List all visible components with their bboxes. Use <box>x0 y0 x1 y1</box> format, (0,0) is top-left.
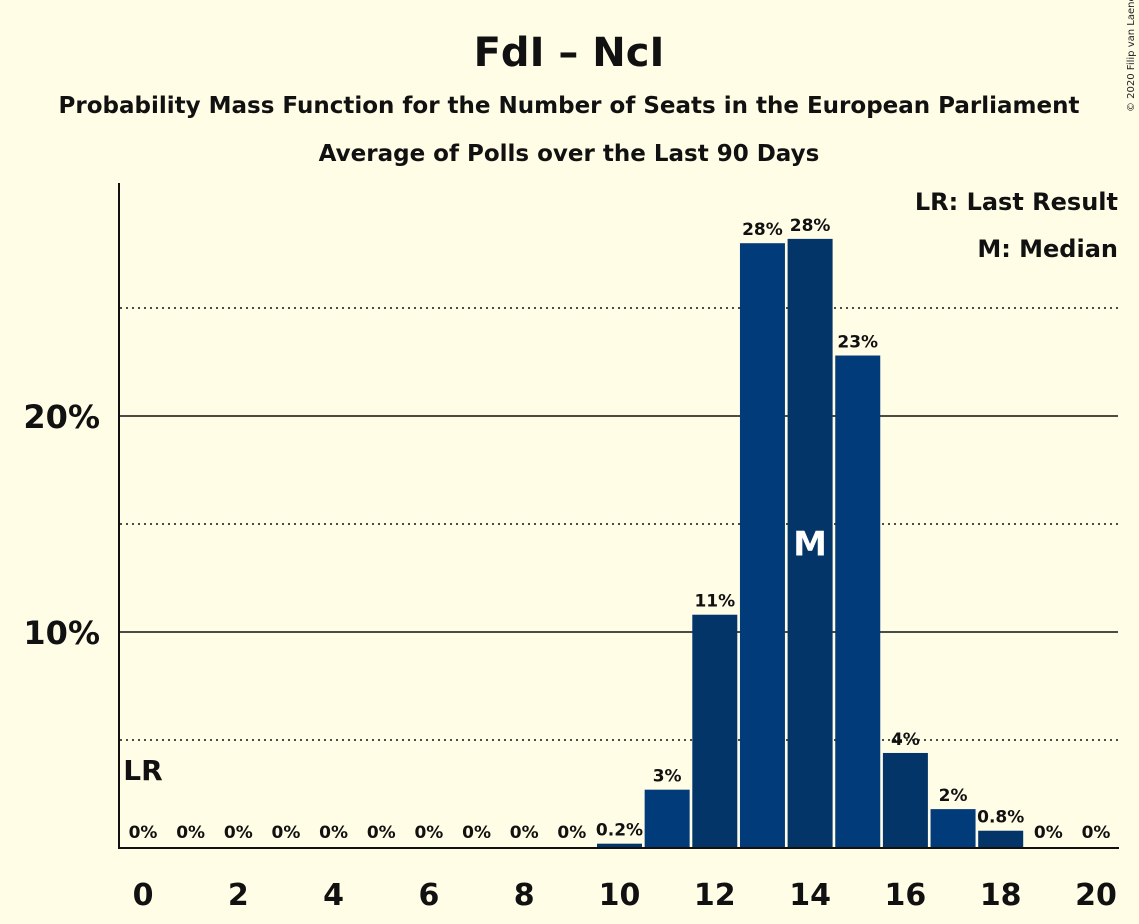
bar-value-label: 2% <box>939 786 968 806</box>
bar <box>739 243 785 848</box>
bar <box>692 614 738 848</box>
bar <box>882 752 928 848</box>
bar-value-label: 0.8% <box>977 808 1024 828</box>
bar-value-label: 0% <box>272 823 301 843</box>
bar-value-label: 0% <box>1034 823 1063 843</box>
copyright-note: © 2020 Filip van Laenen <box>1126 0 1137 112</box>
x-tick-label: 0 <box>133 878 154 913</box>
bar-value-label: 28% <box>790 216 831 236</box>
bar-value-label: 0% <box>129 823 158 843</box>
bar-value-label: 11% <box>694 592 735 612</box>
bars <box>597 238 1024 848</box>
last-result-marker: LR <box>123 754 162 787</box>
chart-subtitle: Probability Mass Function for the Number… <box>59 93 1080 119</box>
y-tick-label: 10% <box>23 614 100 652</box>
chart-subtitle-2: Average of Polls over the Last 90 Days <box>319 141 820 167</box>
x-tick-label: 16 <box>885 878 927 913</box>
bar-value-label: 0.2% <box>596 821 643 841</box>
x-tick-label: 12 <box>694 878 736 913</box>
bar-value-label: 4% <box>891 730 920 750</box>
y-tick-labels: 10% 20% <box>23 398 100 652</box>
bar-value-label: 0% <box>1082 823 1111 843</box>
bar-value-label: 23% <box>837 333 878 353</box>
bar-value-label: 0% <box>176 823 205 843</box>
bar <box>978 830 1024 848</box>
bar-value-label: 0% <box>367 823 396 843</box>
bar <box>930 809 976 848</box>
x-tick-label: 8 <box>514 878 535 913</box>
bar <box>644 789 690 848</box>
bar-value-label: 0% <box>224 823 253 843</box>
bar <box>597 843 642 848</box>
bar-value-label: 0% <box>319 823 348 843</box>
bar-labels: 0% 0% 0% 0% 0% 0% 0% 0% 0% 0% 0.2% 3% 11% 28% 28% 23% 4%… <box>123 216 1110 843</box>
bar-value-label: 28% <box>742 220 783 240</box>
legend-median: M: Median <box>977 235 1118 263</box>
grid-lines <box>120 307 1118 741</box>
chart-title: FdI – NcI <box>474 30 665 76</box>
bar-value-label: 0% <box>510 823 539 843</box>
bar-value-label: 3% <box>653 767 682 787</box>
x-tick-label: 20 <box>1075 878 1117 913</box>
bar-value-label: 0% <box>414 823 443 843</box>
x-tick-label: 18 <box>980 878 1022 913</box>
x-tick-label: 2 <box>228 878 249 913</box>
x-tick-label: 4 <box>323 878 344 913</box>
bar-value-label: 0% <box>462 823 491 843</box>
y-tick-label: 20% <box>23 398 100 436</box>
bar <box>835 355 881 848</box>
bar <box>787 238 833 848</box>
bar-value-label: 0% <box>557 823 586 843</box>
x-tick-label: 6 <box>418 878 439 913</box>
legend-last-result: LR: Last Result <box>915 188 1118 216</box>
x-tick-labels: 0 2 4 6 8 10 12 14 16 18 20 <box>133 878 1117 913</box>
x-tick-label: 10 <box>599 878 641 913</box>
median-marker: M <box>793 524 827 564</box>
x-tick-label: 14 <box>789 878 831 913</box>
